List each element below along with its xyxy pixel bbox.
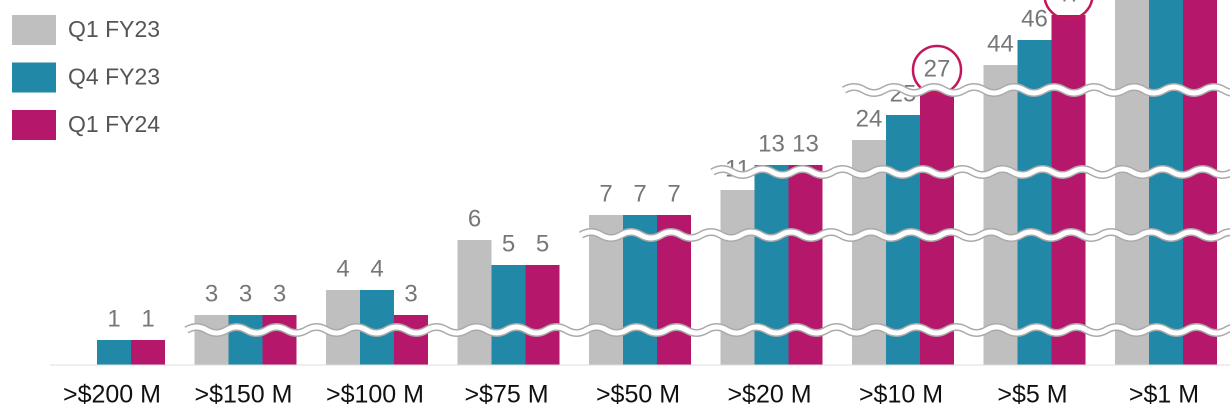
value-label: 3	[404, 280, 417, 307]
value-label: 13	[792, 130, 819, 157]
x-tick-label: >$10 M	[859, 381, 943, 409]
bar	[194, 315, 229, 365]
value-label: 5	[502, 230, 515, 257]
x-tick-label: >$50 M	[596, 381, 680, 409]
bar	[262, 315, 297, 365]
x-tick-label: >$20 M	[727, 381, 811, 409]
highlight-ring	[1043, 0, 1094, 21]
x-tick-label: >$5 M	[997, 381, 1067, 409]
bar	[525, 265, 560, 365]
x-tick-label: >$100 M	[326, 381, 424, 409]
value-label: 1	[107, 305, 120, 332]
bar	[131, 340, 165, 365]
x-tick-label: >$200 M	[63, 381, 161, 409]
legend-swatch	[12, 62, 56, 93]
value-label: 3	[205, 280, 218, 307]
x-tick-label: >$1 M	[1129, 381, 1199, 409]
bar	[1051, 15, 1086, 365]
bar	[394, 315, 428, 365]
legend-label: Q1 FY24	[68, 111, 160, 137]
axis-break	[711, 166, 1230, 178]
axis-break	[842, 84, 1230, 96]
value-label: 7	[667, 180, 680, 207]
value-label: 3	[273, 280, 286, 307]
legend-swatch	[12, 15, 56, 45]
bar	[1115, 0, 1149, 365]
legend-swatch	[12, 110, 56, 140]
bar	[457, 240, 492, 365]
axis-break	[185, 324, 1230, 336]
bar	[1183, 0, 1217, 365]
value-label: 44	[987, 30, 1014, 57]
value-label: 1	[141, 305, 154, 332]
value-label: 46	[1021, 5, 1048, 32]
value-label: 47	[1055, 0, 1082, 7]
bar	[720, 190, 755, 365]
value-label: 6	[468, 205, 481, 232]
legend-label: Q4 FY23	[68, 64, 160, 90]
x-tick-label: >$75 M	[464, 381, 548, 409]
value-label: 7	[599, 180, 612, 207]
bar	[920, 90, 954, 365]
bar	[1149, 0, 1183, 365]
value-label: 5	[536, 230, 549, 257]
axis-break	[579, 229, 1230, 241]
value-label: 7	[633, 180, 646, 207]
value-label: 4	[336, 255, 349, 282]
value-label: 13	[758, 130, 785, 157]
value-label: 27	[924, 55, 951, 82]
value-label: 4	[370, 255, 383, 282]
bar	[983, 65, 1018, 365]
value-label: 24	[856, 105, 883, 132]
bar	[491, 265, 526, 365]
bar	[228, 315, 263, 365]
x-tick-label: >$150 M	[195, 381, 293, 409]
bar	[97, 340, 131, 365]
legend-label: Q1 FY23	[68, 16, 160, 42]
value-label: 3	[239, 280, 252, 307]
highlight-ring	[911, 44, 963, 96]
